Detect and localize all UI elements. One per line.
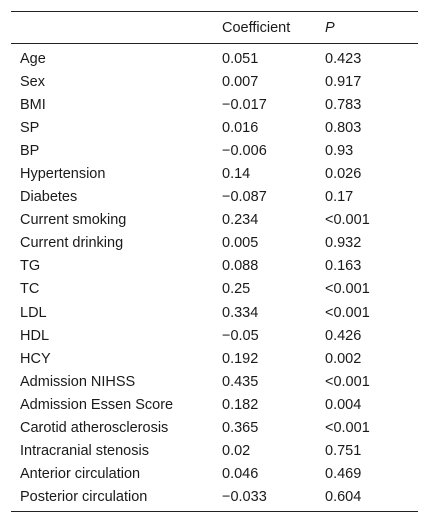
- coefficient-cell: −0.05: [222, 327, 259, 344]
- variable-cell: HCY: [20, 350, 51, 367]
- p-value-cell: 0.917: [325, 73, 362, 90]
- p-value-cell: 0.002: [325, 350, 362, 367]
- p-value-cell: 0.469: [325, 466, 362, 483]
- table-row: Sex 0.007 0.917: [11, 70, 418, 93]
- table-row: HCY 0.192 0.002: [11, 347, 418, 370]
- header-row: Coefficient P: [11, 12, 418, 44]
- variable-cell: SP: [20, 119, 40, 136]
- variable-cell: Admission NIHSS: [20, 373, 136, 390]
- p-value-cell: 0.751: [325, 443, 362, 460]
- variable-cell: Diabetes: [20, 189, 78, 206]
- table-row: Admission NIHSS 0.435 <0.001: [11, 370, 418, 393]
- variable-cell: Admission Essen Score: [20, 396, 174, 413]
- table-row: Carotid atherosclerosis 0.365 <0.001: [11, 417, 418, 440]
- table-row: Diabetes −0.087 0.17: [11, 186, 418, 209]
- table-row: HDL −0.05 0.426: [11, 324, 418, 347]
- variable-cell: Sex: [20, 73, 45, 90]
- table-row: Anterior circulation 0.046 0.469: [11, 463, 418, 486]
- p-value-cell: <0.001: [325, 281, 370, 298]
- table-row: BMI −0.017 0.783: [11, 93, 418, 116]
- table-row: Current smoking 0.234 <0.001: [11, 209, 418, 232]
- variable-cell: BP: [20, 142, 40, 159]
- p-value-cell: 0.163: [325, 258, 362, 275]
- variable-cell: HDL: [20, 327, 50, 344]
- table-row: TG 0.088 0.163: [11, 255, 418, 278]
- variable-cell: LDL: [20, 304, 47, 321]
- coefficient-cell: −0.033: [222, 489, 267, 506]
- table-row: SP 0.016 0.803: [11, 116, 418, 139]
- p-value-cell: <0.001: [325, 420, 370, 437]
- table-header: Coefficient P: [11, 12, 418, 44]
- header-p-value: P: [325, 12, 418, 44]
- p-value-cell: 0.004: [325, 396, 362, 413]
- p-value-cell: 0.026: [325, 166, 362, 183]
- table-row: Intracranial stenosis 0.02 0.751: [11, 440, 418, 463]
- variable-cell: Current drinking: [20, 235, 124, 252]
- coefficient-cell: 0.005: [222, 235, 259, 252]
- p-value-cell: 0.17: [325, 189, 354, 206]
- coefficient-cell: 0.02: [222, 443, 251, 460]
- table-row: Current drinking 0.005 0.932: [11, 232, 418, 255]
- p-value-cell: 0.783: [325, 96, 362, 113]
- coefficient-cell: −0.006: [222, 142, 267, 159]
- coefficient-cell: 0.051: [222, 50, 259, 67]
- table-row: BP −0.006 0.93: [11, 139, 418, 162]
- p-value-cell: 0.604: [325, 489, 362, 506]
- variable-cell: Age: [20, 50, 46, 67]
- table-body: Age 0.051 0.423 Sex 0.007 0.917 BMI −0.017 0.783…: [11, 44, 418, 509]
- coefficient-cell: 0.334: [222, 304, 259, 321]
- p-value-cell: 0.423: [325, 50, 362, 67]
- coefficient-cell: 0.007: [222, 73, 259, 90]
- p-value-cell: 0.803: [325, 119, 362, 136]
- variable-cell: Intracranial stenosis: [20, 443, 149, 460]
- coefficient-cell: −0.017: [222, 96, 267, 113]
- p-value-cell: 0.93: [325, 142, 354, 159]
- coefficient-cell: 0.192: [222, 350, 259, 367]
- coefficient-cell: −0.087: [222, 189, 267, 206]
- p-value-cell: <0.001: [325, 304, 370, 321]
- coefficient-cell: 0.182: [222, 396, 259, 413]
- variable-cell: Hypertension: [20, 166, 106, 183]
- table-row: Hypertension 0.14 0.026: [11, 162, 418, 185]
- header-variable: [11, 12, 222, 44]
- table-row: Age 0.051 0.423: [11, 44, 418, 71]
- variable-cell: Carotid atherosclerosis: [20, 420, 169, 437]
- p-value-cell: <0.001: [325, 373, 370, 390]
- coefficient-cell: 0.016: [222, 119, 259, 136]
- p-value-cell: 0.426: [325, 327, 362, 344]
- variable-cell: TC: [20, 281, 40, 298]
- variable-cell: BMI: [20, 96, 46, 113]
- header-coefficient: Coefficient: [222, 12, 325, 44]
- table-row: TC 0.25 <0.001: [11, 278, 418, 301]
- table-row: Admission Essen Score 0.182 0.004: [11, 393, 418, 416]
- table-row: LDL 0.334 <0.001: [11, 301, 418, 324]
- variable-cell: TG: [20, 258, 41, 275]
- coefficient-cell: 0.088: [222, 258, 259, 275]
- p-value-cell: 0.932: [325, 235, 362, 252]
- coefficient-cell: 0.435: [222, 373, 259, 390]
- coefficient-cell: 0.365: [222, 420, 259, 437]
- table-row: Posterior circulation −0.033 0.604: [11, 486, 418, 509]
- coefficient-cell: 0.14: [222, 166, 251, 183]
- p-value-cell: <0.001: [325, 212, 370, 229]
- coefficient-cell: 0.234: [222, 212, 259, 229]
- coefficient-table-container: Coefficient P Age 0.051 0.423 Sex 0.007 0.917…: [11, 11, 418, 512]
- coefficient-cell: 0.046: [222, 466, 259, 483]
- coefficient-table: Coefficient P Age 0.051 0.423 Sex 0.007 0.917…: [11, 12, 418, 509]
- variable-cell: Anterior circulation: [20, 466, 141, 483]
- variable-cell: Posterior circulation: [20, 489, 148, 506]
- variable-cell: Current smoking: [20, 212, 127, 229]
- coefficient-cell: 0.25: [222, 281, 251, 298]
